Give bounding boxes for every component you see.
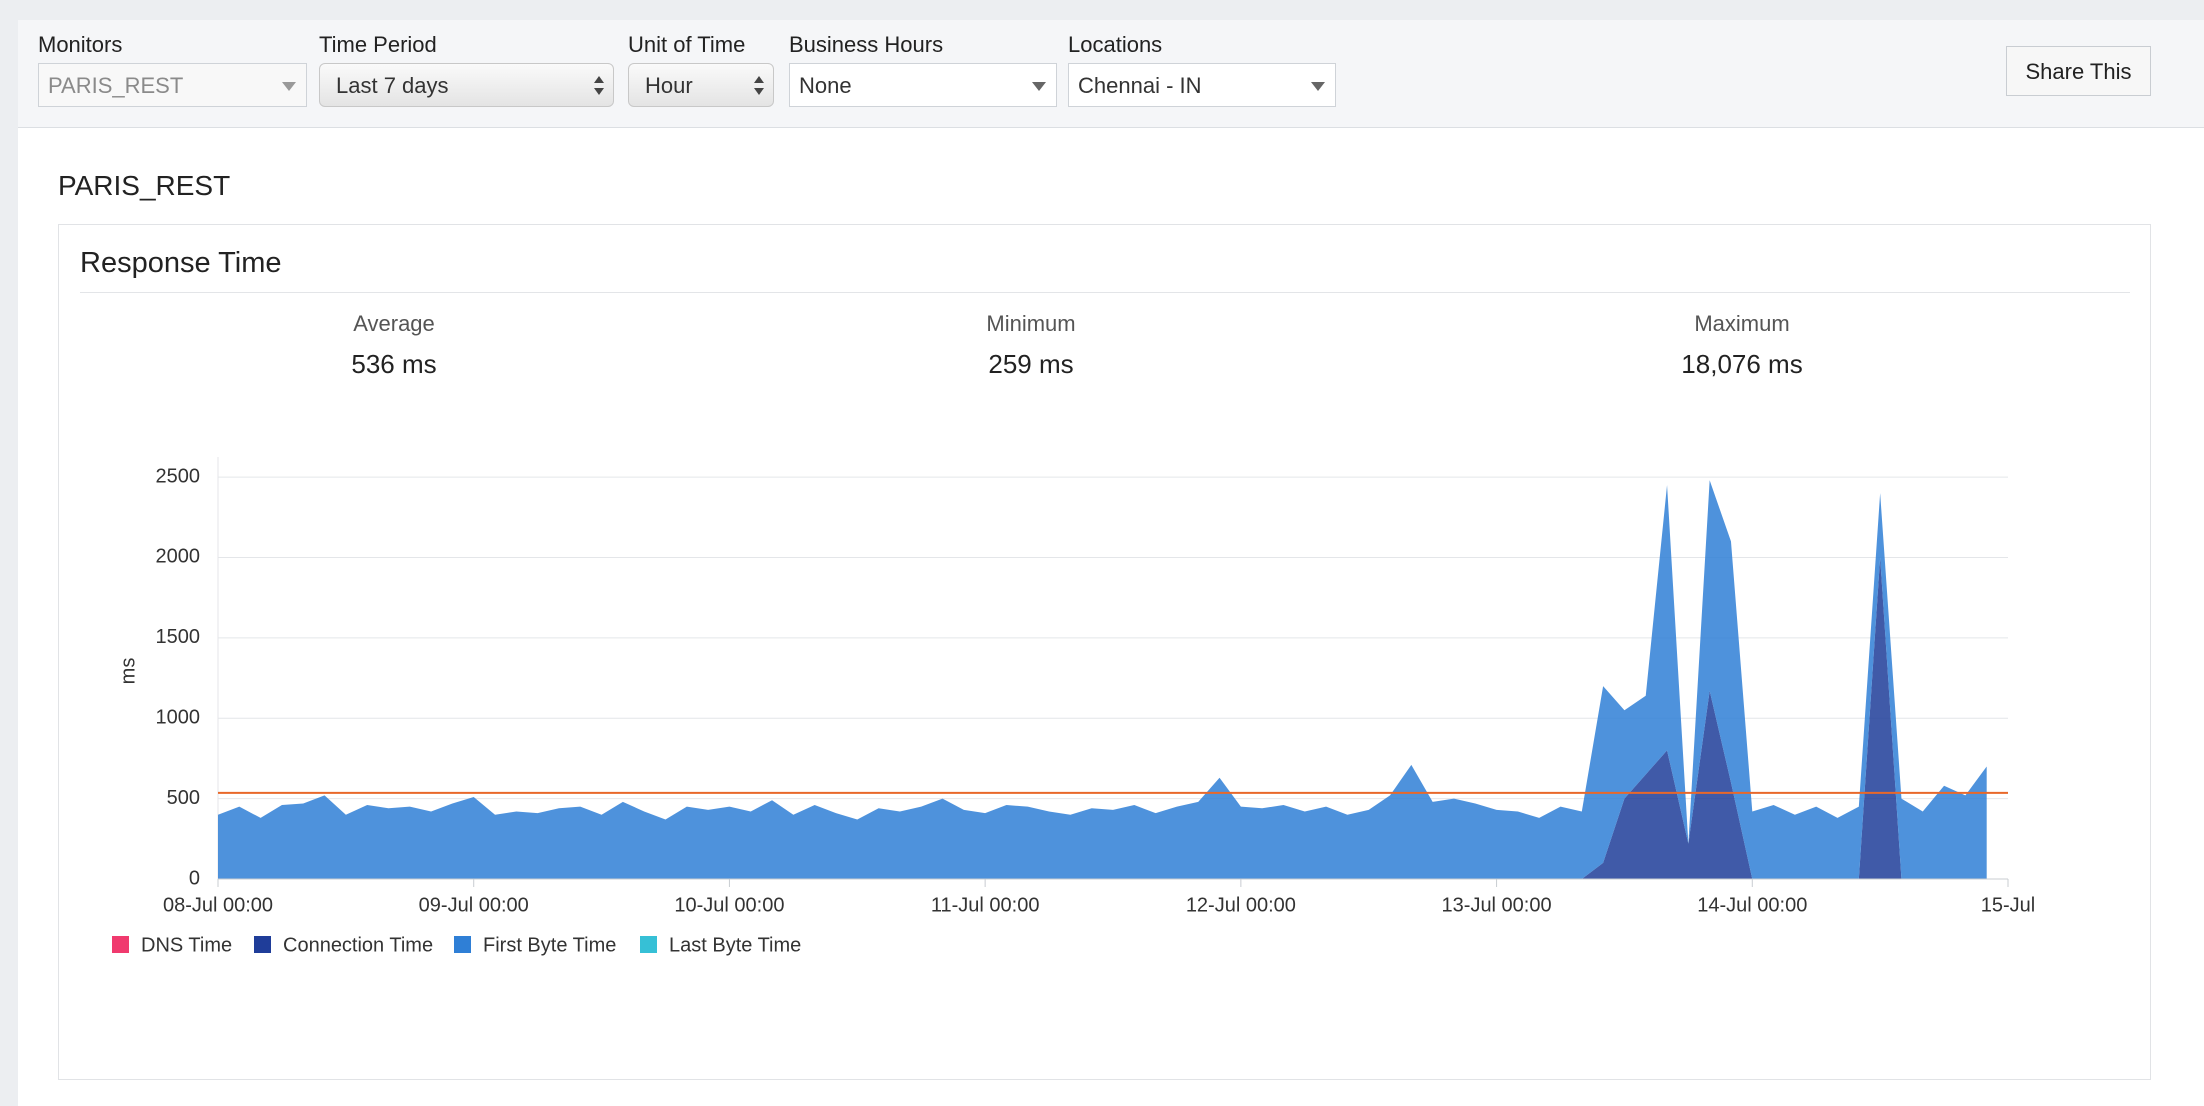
time-period-select[interactable]: Last 7 days [319, 63, 614, 107]
y-tick-label: 2000 [156, 546, 201, 568]
monitor-title: PARIS_REST [58, 170, 231, 201]
x-tick-label: 09-Jul 00:00 [419, 894, 529, 916]
area [218, 480, 1987, 879]
stat-value: 536 ms [351, 349, 437, 379]
panel-title: Response Time [80, 247, 282, 279]
stat-label: Maximum [1694, 311, 1790, 336]
x-tick-label: 12-Jul 00:00 [1186, 894, 1296, 916]
locations-select[interactable]: Chennai - IN [1068, 63, 1336, 107]
legend-label: First Byte Time [483, 934, 616, 956]
business-hours-select[interactable]: None [789, 63, 1057, 107]
x-tick-label: 14-Jul 00:00 [1697, 894, 1807, 916]
legend-label: DNS Time [141, 934, 232, 956]
legend-label: Connection Time [283, 934, 433, 956]
stat-label: Average [353, 311, 435, 336]
stat-label: Minimum [986, 311, 1076, 336]
y-tick-label: 500 [167, 787, 200, 809]
legend-label: Last Byte Time [669, 934, 801, 956]
filter-label: Time Period [319, 32, 437, 57]
y-tick-label: 1000 [156, 707, 201, 729]
legend-swatch [254, 936, 271, 953]
x-tick-label: 11-Jul 00:00 [931, 894, 1040, 916]
select-value: Chennai - IN [1078, 73, 1202, 98]
legend-swatch [454, 936, 471, 953]
divider [80, 292, 2130, 293]
monitor-select[interactable]: PARIS_REST [38, 63, 307, 107]
legend-swatch [640, 936, 657, 953]
select-value: Last 7 days [336, 73, 449, 98]
x-tick-label: 08-Jul 00:00 [163, 894, 273, 916]
y-tick-label: 0 [189, 867, 200, 889]
select-value: PARIS_REST [48, 73, 184, 98]
y-axis-label: ms [117, 658, 139, 685]
filter-label: Locations [1068, 32, 1163, 57]
filter-label: Monitors [38, 32, 123, 57]
y-tick-label: 1500 [156, 626, 201, 648]
filter-label: Business Hours [789, 32, 944, 57]
legend-swatch [112, 936, 129, 953]
select-value: Hour [645, 73, 693, 98]
share-button[interactable]: Share This [2006, 46, 2151, 96]
y-tick-label: 2500 [156, 465, 201, 487]
x-tick-label: 15-Jul [1981, 894, 2035, 916]
x-tick-label: 13-Jul 00:00 [1442, 894, 1552, 916]
unit-select[interactable]: Hour [628, 63, 774, 107]
select-value: None [799, 73, 852, 98]
filter-label: Unit of Time [628, 32, 746, 57]
main-area [18, 128, 2204, 1106]
panel [58, 224, 2151, 1080]
x-tick-label: 10-Jul 00:00 [674, 894, 784, 916]
stat-value: 259 ms [988, 349, 1074, 379]
stat-value: 18,076 ms [1681, 349, 1803, 379]
